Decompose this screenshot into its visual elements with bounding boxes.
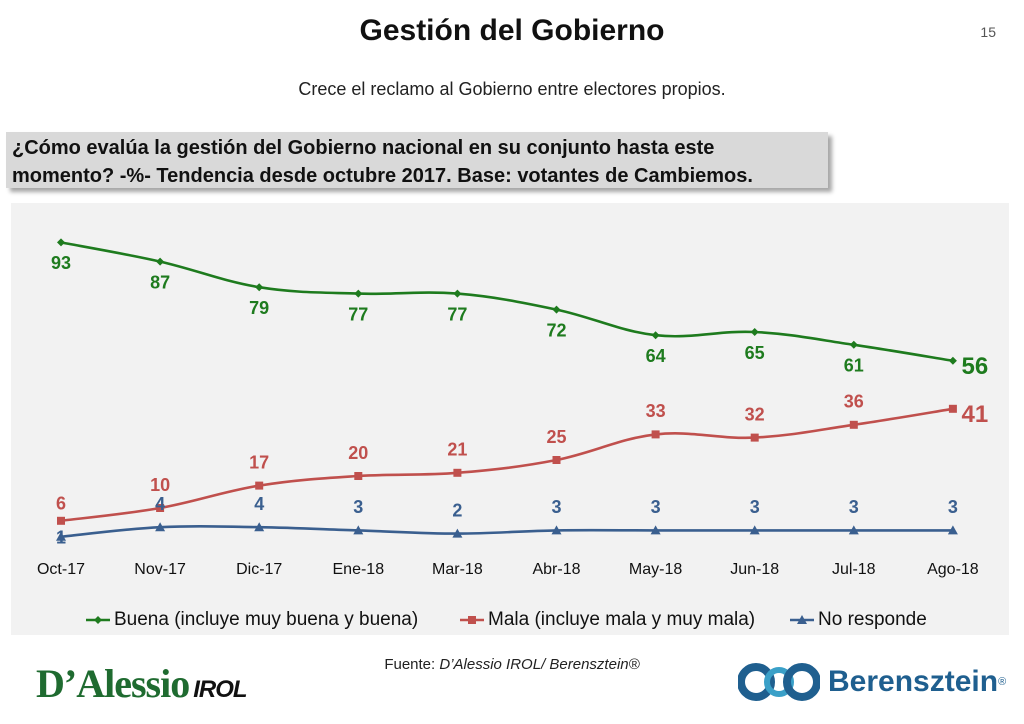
data-label-no-responde: 4 <box>155 494 165 514</box>
data-label-no-responde: 3 <box>750 497 760 517</box>
data-label-mala: 21 <box>447 440 467 460</box>
data-point-mala <box>255 481 264 490</box>
data-label-no-responde: 3 <box>651 497 661 517</box>
data-point-no-responde <box>749 525 760 535</box>
data-label-no-responde: 3 <box>353 497 363 517</box>
x-tick-label: Oct-17 <box>37 561 85 578</box>
series-line-no-responde <box>60 524 953 539</box>
data-label-no-responde: 3 <box>948 497 958 517</box>
source-label: Fuente: <box>384 656 440 673</box>
data-point-no-responde <box>650 525 661 535</box>
data-point-buena <box>354 289 363 298</box>
data-point-mala <box>354 472 363 480</box>
data-label-buena: 93 <box>51 253 71 273</box>
data-label-buena: 77 <box>447 304 467 324</box>
data-point-buena <box>849 340 858 349</box>
legend-label-mala: Mala (incluye mala y muy mala) <box>488 609 755 630</box>
x-tick-label: Ago-18 <box>927 561 979 578</box>
data-label-no-responde: 4 <box>254 494 264 514</box>
legend-label-buena: Buena (incluye muy buena y buena) <box>114 609 418 630</box>
question-line-2: momento? -%- Tendencia desde octubre 201… <box>12 165 753 187</box>
data-point-no-responde <box>947 525 958 535</box>
data-point-no-responde <box>452 528 463 538</box>
data-label-buena: 79 <box>249 298 269 318</box>
data-point-buena <box>255 283 264 292</box>
series-line-mala <box>60 407 954 523</box>
data-point-mala <box>156 504 165 512</box>
data-point-no-responde <box>848 525 859 535</box>
source-note: Fuente: D’Alessio IROL/ Berensztein® <box>0 656 1024 673</box>
data-point-buena <box>651 331 660 340</box>
data-label-mala: 20 <box>348 443 368 463</box>
data-label-buena: 56 <box>962 353 989 380</box>
chart-area <box>11 203 1009 635</box>
x-tick-label: Jun-18 <box>730 561 779 578</box>
data-label-mala: 36 <box>844 392 864 412</box>
berensztein-registered-mark: ® <box>998 676 1007 688</box>
data-point-mala <box>651 430 660 439</box>
x-tick-label: Jul-18 <box>832 561 876 578</box>
data-label-mala: 33 <box>646 401 666 421</box>
data-label-no-responde: 1 <box>56 528 66 548</box>
data-point-no-responde <box>353 525 364 535</box>
data-label-buena: 87 <box>150 272 170 292</box>
question-line-1: ¿Cómo evalúa la gestión del Gobierno nac… <box>12 137 715 159</box>
irol-logo-text: IROL <box>193 676 247 703</box>
legend-marker-mala <box>468 616 476 624</box>
data-label-buena: 64 <box>646 346 666 366</box>
x-tick-label: Ene-18 <box>333 561 385 578</box>
legend-marker-no-responde <box>797 615 807 624</box>
data-point-mala <box>849 420 858 429</box>
berensztein-logo: Berensztein ® <box>738 662 1006 702</box>
data-point-mala <box>552 456 561 464</box>
berensztein-mark-icon <box>738 663 820 701</box>
berensztein-logo-text: Berensztein <box>828 665 999 698</box>
data-point-mala <box>57 516 65 525</box>
dalessio-logo: D’Alessio IROL <box>36 660 248 707</box>
question-box: ¿Cómo evalúa la gestión del Gobierno nac… <box>6 132 828 188</box>
legend-marker-buena <box>94 616 102 624</box>
x-tick-label: Mar-18 <box>432 561 483 578</box>
data-label-mala: 32 <box>745 404 765 424</box>
x-tick-label: Abr-18 <box>532 561 580 578</box>
page-number: 15 <box>980 24 996 40</box>
data-point-buena <box>57 238 65 247</box>
dalessio-logo-text: D’Alessio <box>36 661 190 706</box>
data-label-buena: 72 <box>546 320 566 340</box>
x-tick-label: Dic-17 <box>236 561 282 578</box>
data-label-no-responde: 3 <box>551 497 561 517</box>
data-point-buena <box>750 328 759 336</box>
data-label-no-responde: 2 <box>452 500 462 520</box>
data-label-buena: 65 <box>745 343 765 363</box>
data-point-buena <box>453 289 462 298</box>
x-tick-label: Nov-17 <box>134 561 186 578</box>
data-label-mala: 41 <box>962 401 989 428</box>
data-point-buena <box>948 356 957 365</box>
data-point-no-responde <box>551 525 562 535</box>
data-point-no-responde <box>254 522 265 532</box>
data-label-mala: 25 <box>546 427 566 447</box>
data-label-no-responde: 3 <box>849 497 859 517</box>
series-line-buena <box>60 241 954 363</box>
source-value: D’Alessio IROL/ Berensztein® <box>439 656 640 673</box>
data-label-buena: 61 <box>844 356 864 376</box>
data-label-mala: 6 <box>56 494 66 514</box>
data-label-buena: 77 <box>348 304 368 324</box>
legend-label-no-responde: No responde <box>818 609 927 630</box>
data-label-mala: 10 <box>150 475 170 495</box>
page-title: Gestión del Gobierno <box>359 14 665 47</box>
data-point-no-responde <box>56 531 66 541</box>
page-subtitle: Crece el reclamo al Gobierno entre elect… <box>298 79 726 99</box>
data-point-no-responde <box>155 522 166 532</box>
data-point-mala <box>453 468 462 477</box>
data-point-mala <box>750 433 759 442</box>
data-point-buena <box>156 257 165 266</box>
x-tick-label: May-18 <box>629 561 682 578</box>
data-point-buena <box>552 305 561 314</box>
data-point-mala <box>948 404 957 413</box>
data-label-mala: 17 <box>249 452 269 472</box>
